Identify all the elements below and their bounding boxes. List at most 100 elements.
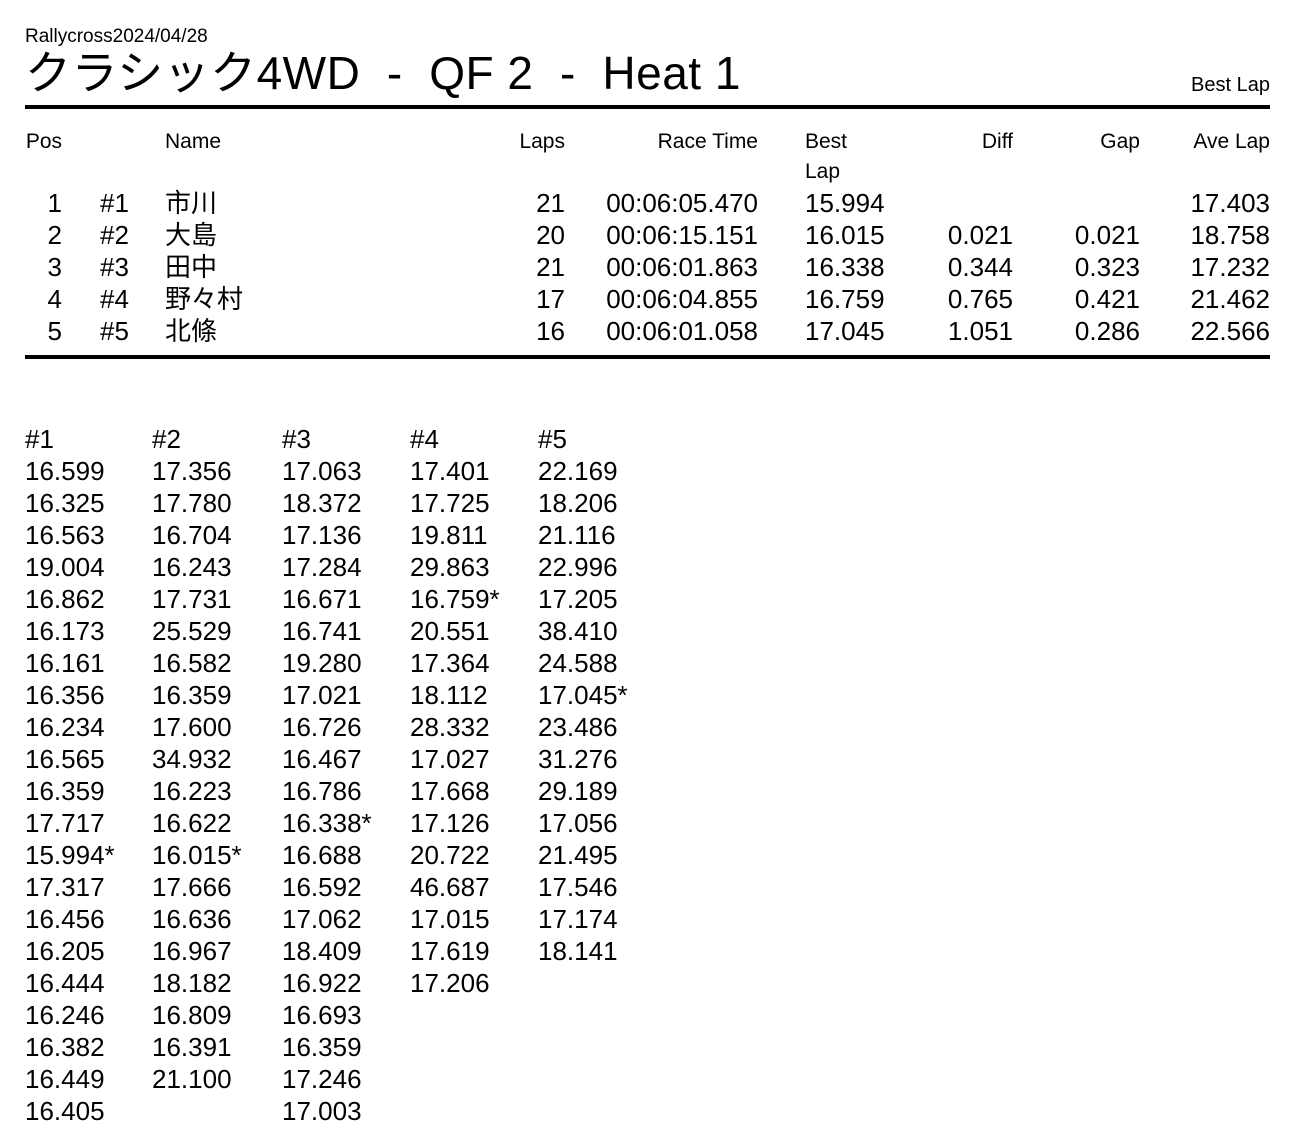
lap-time: 16.444	[25, 968, 105, 998]
lap-time: 22.996	[538, 552, 618, 582]
cell-pos: 4	[47, 284, 62, 314]
result-row-2: 2 #2 大島 20 00:06:15.151 16.015 0.021 0.021 18.75…	[25, 219, 1270, 251]
lap-time: 16.015*	[152, 840, 242, 870]
header-name: Name	[165, 130, 222, 153]
lap-column-header: #5	[538, 424, 567, 454]
cell-gap: 0.421	[1074, 284, 1140, 314]
lap-time: 15.994*	[25, 840, 115, 870]
header-laps: Laps	[519, 130, 565, 153]
lap-time: 25.529	[152, 616, 232, 646]
lap-time: 16.223	[152, 776, 232, 806]
header-diff: Diff	[981, 130, 1013, 153]
cell-car: #3	[100, 252, 129, 282]
cell-laps: 20	[536, 220, 565, 250]
cell-gap: 0.021	[1074, 220, 1140, 250]
lap-time: 16.688	[282, 840, 362, 870]
cell-pos: 5	[47, 316, 62, 346]
result-row-1: 1 #1 市川 21 00:06:05.470 15.994 17.403	[25, 187, 1270, 219]
lap-time: 17.003	[282, 1096, 362, 1126]
lap-time: 38.410	[538, 616, 618, 646]
lap-time: 18.409	[282, 936, 362, 966]
cell-race-time: 00:06:05.470	[606, 188, 758, 218]
title-row: クラシック4WD - QF 2 - Heat 1 Best Lap	[25, 47, 1270, 109]
lap-time: 16.759*	[410, 584, 500, 614]
cell-car: #2	[100, 220, 129, 250]
cell-ave-lap: 18.758	[1190, 220, 1270, 250]
lap-time: 16.636	[152, 904, 232, 934]
lap-time: 17.015	[410, 904, 490, 934]
lap-times-section: #1 16.599 16.325 16.563 19.004 16.862 16.173 16…	[25, 423, 1270, 1127]
cell-ave-lap: 17.403	[1190, 188, 1270, 218]
cell-laps: 21	[536, 188, 565, 218]
lap-time: 16.786	[282, 776, 362, 806]
cell-gap: 0.323	[1074, 252, 1140, 282]
cell-name: 野々村	[165, 284, 244, 314]
lap-time: 18.206	[538, 488, 618, 518]
lap-time: 34.932	[152, 744, 232, 774]
lap-column-4: #4 17.401 17.725 19.811 29.863 16.759* 20.551 1…	[410, 423, 538, 999]
lap-time: 17.045*	[538, 680, 628, 710]
lap-time: 16.246	[25, 1000, 105, 1030]
lap-time: 16.862	[25, 584, 105, 614]
cell-laps: 21	[536, 252, 565, 282]
lap-time: 16.967	[152, 936, 232, 966]
lap-time: 16.243	[152, 552, 232, 582]
lap-column-header: #1	[25, 424, 54, 454]
lap-time: 16.356	[25, 680, 105, 710]
cell-pos: 1	[47, 188, 62, 218]
results-table-wrap: Pos Name Laps Race Time Best Lap Diff Ga…	[25, 127, 1270, 359]
cell-best-lap: 16.015	[805, 220, 885, 250]
lap-time: 18.112	[410, 680, 488, 710]
lap-time: 21.495	[538, 840, 618, 870]
event-name: Rallycross2024/04/28	[25, 26, 208, 47]
header-ave-lap: Ave Lap	[1193, 130, 1270, 153]
header-pos: Pos	[25, 130, 62, 153]
lap-time: 16.809	[152, 1000, 232, 1030]
cell-name: 大島	[165, 220, 218, 250]
lap-time: 16.338*	[282, 808, 372, 838]
lap-time: 16.922	[282, 968, 362, 998]
lap-time: 22.169	[538, 456, 618, 486]
lap-time: 19.811	[410, 520, 488, 550]
lap-time: 16.205	[25, 936, 105, 966]
lap-time: 17.062	[282, 904, 362, 934]
lap-time: 17.021	[282, 680, 362, 710]
lap-time: 16.563	[25, 520, 105, 550]
results-body: 1 #1 市川 21 00:06:05.470 15.994 17.403 2 #2 大島 20 00…	[25, 187, 1270, 347]
lap-time: 29.863	[410, 552, 490, 582]
cell-diff: 0.344	[947, 252, 1013, 282]
lap-time: 16.391	[152, 1032, 232, 1062]
lap-time: 17.174	[538, 904, 618, 934]
lap-time: 17.666	[152, 872, 232, 902]
lap-time: 17.056	[538, 808, 618, 838]
lap-time: 17.027	[410, 744, 490, 774]
cell-name: 市川	[165, 188, 218, 218]
lap-column-header: #2	[152, 424, 181, 454]
lap-time: 24.588	[538, 648, 618, 678]
lap-time: 16.565	[25, 744, 105, 774]
lap-column-5: #5 22.169 18.206 21.116 22.996 17.205 38.410 24…	[538, 423, 628, 967]
lap-time: 16.704	[152, 520, 232, 550]
lap-time: 21.100	[152, 1064, 232, 1094]
lap-time: 17.364	[410, 648, 490, 678]
lap-time: 18.141	[538, 936, 618, 966]
cell-diff: 0.021	[947, 220, 1013, 250]
lap-time: 18.182	[152, 968, 232, 998]
cell-car: #4	[100, 284, 129, 314]
lap-time: 16.622	[152, 808, 232, 838]
lap-time: 23.486	[538, 712, 618, 742]
lap-time: 29.189	[538, 776, 618, 806]
lap-time: 17.356	[152, 456, 232, 486]
cell-laps: 17	[536, 284, 565, 314]
lap-time: 31.276	[538, 744, 618, 774]
lap-time: 18.372	[282, 488, 362, 518]
lap-time: 16.359	[25, 776, 105, 806]
cell-ave-lap: 22.566	[1190, 316, 1270, 346]
lap-time: 16.325	[25, 488, 105, 518]
lap-time: 17.246	[282, 1064, 362, 1094]
lap-time: 17.668	[410, 776, 490, 806]
lap-time: 28.332	[410, 712, 490, 742]
lap-time: 17.126	[410, 808, 490, 838]
header-race-time: Race Time	[657, 130, 758, 153]
